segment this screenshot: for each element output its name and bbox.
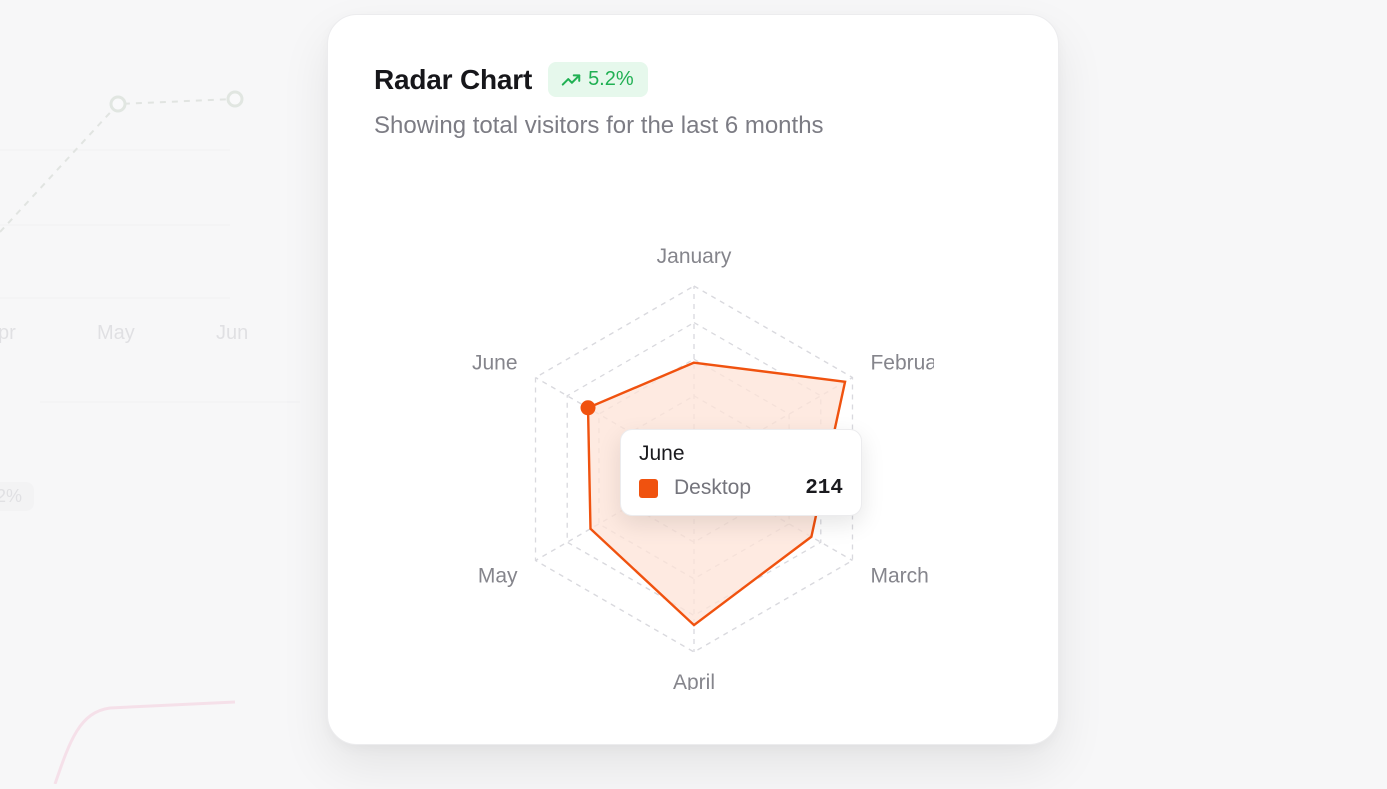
tooltip-swatch — [639, 478, 658, 498]
bg-axis-label: May — [97, 322, 135, 344]
card-title: Radar Chart — [374, 63, 533, 95]
radar-axis-label: June — [472, 352, 518, 375]
radar-active-point[interactable] — [580, 400, 596, 416]
tooltip-title: June — [639, 442, 685, 465]
bg-badge: 2% — [0, 482, 35, 511]
radar-axis-labels: January February March April May June — [472, 245, 934, 690]
trending-up-icon — [561, 73, 581, 86]
tooltip-series-name: Desktop — [674, 476, 752, 499]
background-chart-svg — [0, 90, 300, 785]
bg-line — [0, 98, 236, 233]
chart-tooltip: June Desktop 214 — [620, 429, 862, 516]
tooltip-value: 214 — [805, 476, 843, 500]
radar-grid-ring — [566, 321, 822, 617]
background-chart: pr May Jun 2% — [0, 0, 300, 785]
radar-axis-label: January — [657, 245, 732, 268]
card-header: Radar Chart 5.2% — [374, 62, 648, 97]
radar-axis-label: April — [673, 671, 715, 690]
tooltip-row: Desktop 214 — [639, 476, 843, 500]
radar-axis-label: March — [870, 565, 928, 588]
bg-pink-curve — [53, 700, 236, 785]
bg-axis-label: pr — [0, 322, 16, 344]
bg-point — [109, 95, 127, 113]
bg-point — [226, 90, 244, 108]
radar-grid-ring — [534, 285, 854, 653]
radar-axis-label: May — [478, 565, 518, 588]
radar-axis-label: February — [870, 352, 934, 375]
trend-badge-text: 5.2% — [588, 68, 634, 90]
card-subtitle: Showing total visitors for the last 6 mo… — [374, 112, 824, 139]
trend-badge: 5.2% — [548, 62, 648, 97]
bg-axis-label: Jun — [216, 322, 249, 344]
radar-chart-card: Radar Chart 5.2% Showing total visitors … — [327, 14, 1059, 745]
